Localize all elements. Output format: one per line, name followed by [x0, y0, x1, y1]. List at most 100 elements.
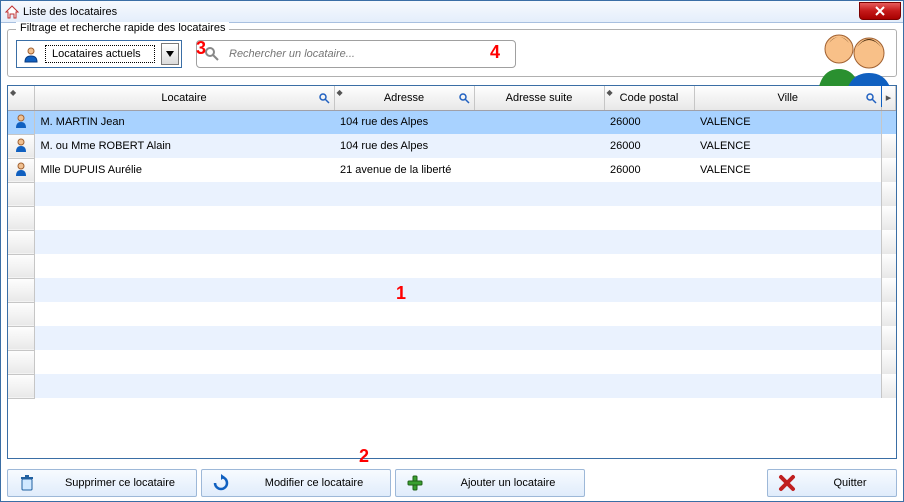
cell-ville: VALENCE: [694, 158, 882, 182]
cell-code-postal: 26000: [604, 110, 694, 134]
add-tenant-button[interactable]: Ajouter un locataire: [395, 469, 585, 497]
cell-locataire: M. MARTIN Jean: [34, 110, 334, 134]
column-label: Code postal: [620, 92, 679, 104]
filter-legend: Filtrage et recherche rapide des locatai…: [16, 22, 229, 34]
edit-tenant-button[interactable]: Modifier ce locataire: [201, 469, 391, 497]
row-icon-cell: [8, 110, 34, 134]
table-row-empty: [8, 254, 896, 278]
main-window: Liste des locataires Filtrage et recherc…: [0, 0, 904, 502]
table-body: M. MARTIN Jean104 rue des Alpes 26000VALE…: [8, 110, 896, 398]
row-icon-cell: [8, 206, 34, 230]
table-row[interactable]: M. ou Mme ROBERT Alain104 rue des Alpes 2…: [8, 134, 896, 158]
column-row-icon[interactable]: ◆: [8, 86, 34, 110]
plus-icon: [406, 474, 424, 492]
table-row-empty: [8, 374, 896, 398]
cell-ville: VALENCE: [694, 110, 882, 134]
column-adresse[interactable]: ◆Adresse: [334, 86, 474, 110]
filter-group: Filtrage et recherche rapide des locatai…: [7, 29, 897, 77]
table-row-empty: [8, 302, 896, 326]
scroll-gutter: [882, 110, 896, 134]
row-icon-cell: [8, 302, 34, 326]
person-icon: [13, 113, 29, 129]
content-area: Filtrage et recherche rapide des locatai…: [1, 23, 903, 465]
row-icon-cell: [8, 326, 34, 350]
row-icon-cell: [8, 350, 34, 374]
scroll-gutter: [882, 374, 896, 398]
table-row-empty: [8, 230, 896, 254]
scroll-gutter: [882, 230, 896, 254]
button-label: Supprimer ce locataire: [54, 477, 186, 489]
close-icon: [778, 474, 796, 492]
person-icon: [21, 44, 41, 64]
dropdown-selected-text: Locataires actuels: [45, 45, 155, 63]
delete-tenant-button[interactable]: Supprimer ce locataire: [7, 469, 197, 497]
row-icon-cell: [8, 278, 34, 302]
quit-button[interactable]: Quitter: [767, 469, 897, 497]
row-icon-cell: [8, 374, 34, 398]
row-icon-cell: [8, 182, 34, 206]
scroll-gutter: [882, 302, 896, 326]
person-icon: [13, 137, 29, 153]
column-code-postal[interactable]: ◆Code postal: [604, 86, 694, 110]
search-box[interactable]: [196, 40, 516, 68]
row-icon-cell: [8, 134, 34, 158]
column-label: Ville: [777, 92, 798, 104]
tenants-table: ◆ Locataire ◆Adresse Adresse suite ◆Code…: [7, 85, 897, 459]
search-icon[interactable]: [318, 92, 330, 104]
row-icon-cell: [8, 254, 34, 278]
search-icon[interactable]: [458, 92, 470, 104]
table-row[interactable]: Mlle DUPUIS Aurélie21 avenue de la liber…: [8, 158, 896, 182]
scroll-gutter: [882, 278, 896, 302]
search-icon[interactable]: [865, 92, 877, 104]
cell-code-postal: 26000: [604, 134, 694, 158]
scroll-gutter: [882, 350, 896, 374]
table-row-empty: [8, 182, 896, 206]
cell-adresse-suite: [474, 134, 604, 158]
scroll-gutter: [882, 158, 896, 182]
table-row-empty: [8, 206, 896, 230]
cell-adresse-suite: [474, 110, 604, 134]
scroll-gutter: [882, 326, 896, 350]
search-icon: [203, 45, 221, 63]
cell-ville: VALENCE: [694, 134, 882, 158]
table-row-empty: [8, 278, 896, 302]
chevron-down-icon[interactable]: [161, 43, 179, 65]
table-row-empty: [8, 350, 896, 374]
window-title: Liste des locataires: [23, 6, 117, 18]
cell-adresse: 104 rue des Alpes: [334, 110, 474, 134]
table-row[interactable]: M. MARTIN Jean104 rue des Alpes 26000VALE…: [8, 110, 896, 134]
column-locataire[interactable]: Locataire: [34, 86, 334, 110]
column-adresse-suite[interactable]: Adresse suite: [474, 86, 604, 110]
column-label: Locataire: [161, 92, 206, 104]
scroll-gutter: [882, 206, 896, 230]
cell-adresse-suite: [474, 158, 604, 182]
tenant-filter-dropdown[interactable]: Locataires actuels: [16, 40, 182, 68]
button-label: Ajouter un locataire: [442, 477, 574, 489]
column-label: Adresse: [384, 92, 424, 104]
button-label: Quitter: [814, 477, 886, 489]
person-icon: [13, 161, 29, 177]
search-input[interactable]: [227, 47, 509, 61]
table-row-empty: [8, 326, 896, 350]
cell-code-postal: 26000: [604, 158, 694, 182]
scroll-gutter: [882, 254, 896, 278]
cell-locataire: M. ou Mme ROBERT Alain: [34, 134, 334, 158]
row-icon-cell: [8, 158, 34, 182]
scroll-gutter: [882, 134, 896, 158]
scroll-gutter: [882, 182, 896, 206]
scroll-header[interactable]: ▸: [882, 86, 896, 110]
titlebar: Liste des locataires: [1, 1, 903, 23]
home-icon: [5, 5, 19, 19]
table-header-row: ◆ Locataire ◆Adresse Adresse suite ◆Code…: [8, 86, 896, 110]
cell-adresse: 21 avenue de la liberté: [334, 158, 474, 182]
cell-locataire: Mlle DUPUIS Aurélie: [34, 158, 334, 182]
row-icon-cell: [8, 230, 34, 254]
column-label: Adresse suite: [506, 92, 573, 104]
column-ville[interactable]: Ville: [694, 86, 882, 110]
bottom-toolbar: Supprimer ce locataire Modifier ce locat…: [1, 465, 903, 501]
close-button[interactable]: [859, 2, 901, 20]
refresh-icon: [212, 474, 230, 492]
trash-icon: [18, 474, 36, 492]
cell-adresse: 104 rue des Alpes: [334, 134, 474, 158]
button-label: Modifier ce locataire: [248, 477, 380, 489]
